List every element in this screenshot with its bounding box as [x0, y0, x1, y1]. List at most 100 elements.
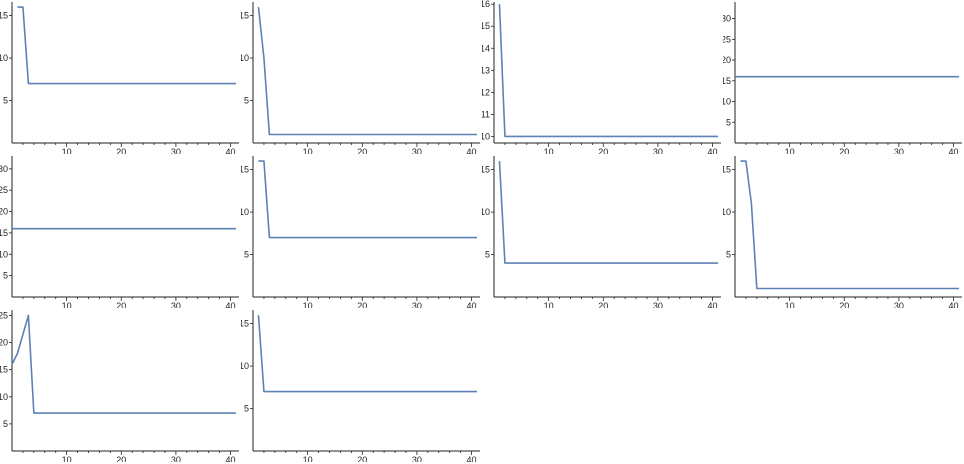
y-tick-label: 10	[482, 131, 490, 141]
x-tick-label: 10	[303, 147, 313, 154]
x-tick-label: 30	[171, 301, 181, 308]
x-tick-label: 10	[62, 455, 72, 462]
x-tick-label: 10	[303, 301, 313, 308]
chart-svg-5: 10 20 30 40 5 10 15 20 25 30	[0, 156, 239, 308]
chart-panel-5: 10 20 30 40 5 10 15 20 25 30	[0, 154, 241, 308]
y-tick-label: 20	[0, 338, 8, 348]
x-tick-label: 30	[171, 455, 181, 462]
y-tick-label: 20	[0, 207, 8, 217]
chart-panel-1: 10 20 30 40 5 10 15	[0, 0, 241, 154]
y-tick-label: 10	[241, 53, 249, 63]
x-tick-label: 20	[116, 301, 126, 308]
y-tick-label: 15	[482, 165, 490, 175]
y-tick-label: 15	[723, 165, 731, 175]
y-tick-label: 10	[723, 97, 731, 107]
y-tick-label: 25	[0, 310, 8, 320]
series-line-1	[17, 6, 236, 85]
x-tick-label: 40	[467, 147, 477, 154]
chart-panel-7: 10 20 30 40 5 10 15	[482, 154, 723, 308]
x-tick-label: 30	[412, 147, 422, 154]
y-tick-label: 5	[726, 117, 731, 127]
x-tick-label: 40	[949, 147, 959, 154]
y-tick-label: 15	[482, 21, 490, 31]
series-line-1	[11, 314, 236, 414]
y-tick-label: 5	[244, 404, 249, 414]
y-tick-label: 14	[482, 43, 490, 53]
y-tick-label: 15	[0, 228, 8, 238]
chart-panel-4: 10 20 30 40 5 10 15 20 25 30	[723, 0, 964, 154]
chart-svg-6: 10 20 30 40 5 10 15	[241, 156, 480, 308]
x-tick-label: 30	[894, 301, 904, 308]
x-tick-label: 20	[839, 147, 849, 154]
x-tick-label: 30	[412, 301, 422, 308]
x-tick-label: 10	[62, 301, 72, 308]
y-tick-label: 10	[241, 207, 249, 217]
chart-svg-10: 10 20 30 40 5 10 15	[241, 310, 480, 462]
x-tick-label: 30	[653, 301, 663, 308]
y-tick-label: 5	[3, 419, 8, 429]
chart-svg-7: 10 20 30 40 5 10 15	[482, 156, 721, 308]
chart-panel-9: 10 20 30 40 5 10 15 20 25	[0, 308, 241, 462]
y-tick-label: 15	[241, 11, 249, 21]
y-tick-label: 10	[482, 207, 490, 217]
y-tick-label: 30	[0, 164, 8, 174]
x-tick-label: 40	[467, 301, 477, 308]
x-tick-label: 20	[116, 455, 126, 462]
y-tick-label: 15	[241, 319, 249, 329]
x-tick-label: 30	[894, 147, 904, 154]
x-tick-label: 40	[708, 301, 718, 308]
x-tick-label: 10	[785, 301, 795, 308]
chart-panel-3: 10 20 30 40 10 11 12 13 14 15 16	[482, 0, 723, 154]
y-tick-label: 16	[482, 0, 490, 9]
series-line-1	[257, 315, 477, 393]
chart-panel-8: 10 20 30 40 5 10 15	[723, 154, 964, 308]
y-tick-label: 5	[485, 250, 490, 260]
y-tick-label: 10	[0, 53, 8, 63]
y-tick-label: 10	[723, 207, 731, 217]
y-tick-label: 25	[723, 34, 731, 44]
x-tick-label: 20	[357, 301, 367, 308]
x-tick-label: 30	[412, 455, 422, 462]
x-tick-label: 20	[116, 147, 126, 154]
y-tick-label: 25	[0, 185, 8, 195]
x-tick-label: 30	[171, 147, 181, 154]
y-tick-label: 10	[0, 249, 8, 259]
y-tick-label: 11	[482, 109, 490, 119]
x-tick-label: 40	[226, 147, 236, 154]
x-tick-label: 20	[357, 455, 367, 462]
y-tick-label: 12	[482, 87, 490, 97]
chart-svg-2: 10 20 30 40 5 10 15	[241, 2, 480, 154]
x-tick-label: 20	[598, 301, 608, 308]
y-tick-label: 5	[3, 271, 8, 281]
x-tick-label: 40	[226, 301, 236, 308]
x-tick-label: 30	[653, 147, 663, 154]
chart-panel-10: 10 20 30 40 5 10 15	[241, 308, 482, 462]
x-tick-label: 40	[708, 147, 718, 154]
series-line-1	[740, 160, 959, 290]
series-line-1	[498, 4, 718, 138]
x-tick-label: 10	[62, 147, 72, 154]
x-tick-label: 20	[839, 301, 849, 308]
y-tick-label: 30	[723, 14, 731, 24]
x-tick-label: 10	[544, 147, 554, 154]
y-tick-label: 20	[723, 55, 731, 65]
y-tick-label: 5	[3, 96, 8, 106]
chart-svg-9: 10 20 30 40 5 10 15 20 25	[0, 310, 239, 462]
y-tick-label: 10	[0, 392, 8, 402]
y-tick-label: 5	[244, 96, 249, 106]
series-line-1	[498, 161, 718, 264]
chart-svg-4: 10 20 30 40 5 10 15 20 25 30	[723, 2, 962, 154]
x-tick-label: 40	[949, 301, 959, 308]
x-tick-label: 40	[467, 455, 477, 462]
x-tick-label: 10	[544, 301, 554, 308]
y-tick-label: 15	[723, 76, 731, 86]
y-tick-label: 5	[244, 250, 249, 260]
chart-panel-2: 10 20 30 40 5 10 15	[241, 0, 482, 154]
y-tick-label: 5	[726, 250, 731, 260]
x-tick-label: 10	[303, 455, 313, 462]
chart-svg-1: 10 20 30 40 5 10 15	[0, 2, 239, 154]
x-tick-label: 20	[598, 147, 608, 154]
y-tick-label: 13	[482, 65, 490, 75]
chart-svg-8: 10 20 30 40 5 10 15	[723, 156, 962, 308]
